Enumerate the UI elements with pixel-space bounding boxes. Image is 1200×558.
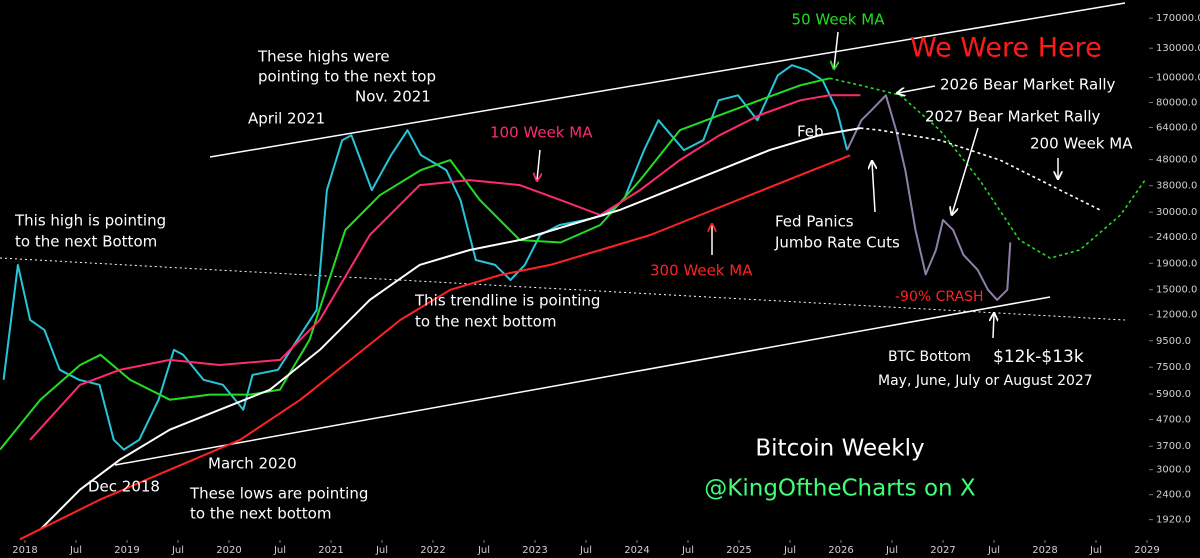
annotation: May, June, July or August 2027 (878, 373, 1093, 389)
annotation: We Were Here (910, 33, 1102, 64)
annotation: Nov. 2021 (355, 88, 431, 106)
series-line (39, 127, 861, 531)
arrow (993, 314, 994, 339)
x-tick-label: 2023 (522, 545, 547, 556)
upper-channel-line (209, 2, 1126, 158)
y-tick-label: 24000.0 (1156, 232, 1197, 243)
y-tick-label: 170000.0 (1156, 13, 1200, 24)
x-tick-label: 2024 (624, 545, 649, 556)
y-tick-label: 38000.0 (1156, 181, 1197, 192)
x-tick-label: Jul (375, 545, 388, 556)
y-tick-label: 3000.0 (1156, 465, 1191, 476)
annotation: 2027 Bear Market Rally (925, 108, 1101, 126)
y-tick-label: 2400.0 (1156, 490, 1191, 501)
annotation: This high is pointing (14, 212, 166, 230)
series-layer (0, 17, 1153, 543)
annotation: pointing to the next top (258, 68, 436, 86)
x-tick-label: Jul (69, 545, 82, 556)
y-tick-label: 1920.0 (1156, 515, 1191, 526)
annotation: These highs were (257, 48, 390, 66)
series-line (29, 94, 861, 441)
y-tick-label: 12000.0 (1156, 310, 1197, 321)
arrow (537, 149, 540, 180)
trend-lines (0, 2, 1126, 466)
annotation: @KingOftheCharts on X (704, 476, 976, 502)
annotation: Dec 2018 (88, 478, 160, 496)
annotation: April 2021 (248, 110, 325, 128)
annotation: March 2020 (208, 455, 297, 473)
y-tick-label: 130000.0 (1156, 43, 1200, 54)
x-tick-label: Jul (783, 545, 796, 556)
annotation: -90% CRASH (895, 289, 984, 305)
series-line (2, 64, 849, 451)
annotation: Feb (797, 123, 824, 141)
x-tick-label: 2018 (12, 545, 37, 556)
x-tick-label: 2028 (1032, 545, 1057, 556)
series-name: 100 Week MA (490, 124, 593, 142)
arrow (872, 162, 875, 213)
arrows (537, 31, 1058, 339)
arrow (952, 127, 979, 214)
y-tick-label: 64000.0 (1156, 122, 1197, 133)
x-tick-label: Jul (477, 545, 490, 556)
y-tick-label: 5900.0 (1156, 389, 1191, 400)
series-line (846, 94, 1012, 301)
x-tick-label: 2022 (420, 545, 445, 556)
x-tick-label: 2021 (318, 545, 343, 556)
x-tick-label: 2027 (930, 545, 955, 556)
series-name: 200 Week MA (1030, 135, 1133, 153)
lower-channel-line (114, 296, 1051, 466)
x-tick-label: Jul (885, 545, 898, 556)
series-line (829, 77, 1146, 259)
annotation: BTC Bottom (888, 349, 971, 365)
x-tick-label: 2026 (828, 545, 853, 556)
annotation: Bitcoin Weekly (755, 436, 924, 462)
annotation: to the next bottom (190, 505, 331, 523)
y-tick-label: 4700.0 (1156, 414, 1191, 425)
x-tick-label: Jul (987, 545, 1000, 556)
x-tick-label: Jul (1089, 545, 1102, 556)
annotation: Jumbo Rate Cuts (774, 234, 900, 252)
arrow (898, 85, 936, 93)
x-tick-label: 2029 (1134, 545, 1159, 556)
series-name: 50 Week MA (792, 11, 886, 29)
x-tick-label: Jul (681, 545, 694, 556)
annotation-layer: 170000.0 130000.0 100000.0 80000.0 64000.0 48… (12, 11, 1200, 557)
y-tick-label: 3700.0 (1156, 441, 1191, 452)
y-tick-label: 100000.0 (1156, 73, 1200, 84)
series-name: 300 Week MA (650, 262, 753, 280)
annotation: These lows are pointing (189, 485, 368, 503)
y-tick-label: 48000.0 (1156, 155, 1197, 166)
y-tick-label: 30000.0 (1156, 207, 1197, 218)
annotation: This trendline is pointing (414, 292, 600, 310)
y-tick-label: 15000.0 (1156, 285, 1197, 296)
series-line (0, 77, 831, 451)
y-tick-label: 9500.0 (1156, 336, 1191, 347)
annotation: $12k-$13k (993, 347, 1084, 367)
x-tick-label: 2020 (216, 545, 241, 556)
annotation: 2026 Bear Market Rally (940, 76, 1116, 94)
y-tick-label: 19000.0 (1156, 258, 1197, 269)
y-tick-label: 7500.0 (1156, 362, 1191, 373)
x-tick-label: Jul (171, 545, 184, 556)
annotation: to the next bottom (415, 313, 556, 331)
y-tick-label: 80000.0 (1156, 97, 1197, 108)
x-tick-label: 2025 (726, 545, 751, 556)
x-tick-label: Jul (273, 545, 286, 556)
annotation: Fed Panics (775, 213, 854, 231)
annotation: to the next Bottom (15, 233, 157, 251)
x-tick-label: Jul (579, 545, 592, 556)
arrow (834, 31, 838, 68)
x-tick-label: 2019 (114, 545, 139, 556)
series-line (19, 154, 851, 541)
